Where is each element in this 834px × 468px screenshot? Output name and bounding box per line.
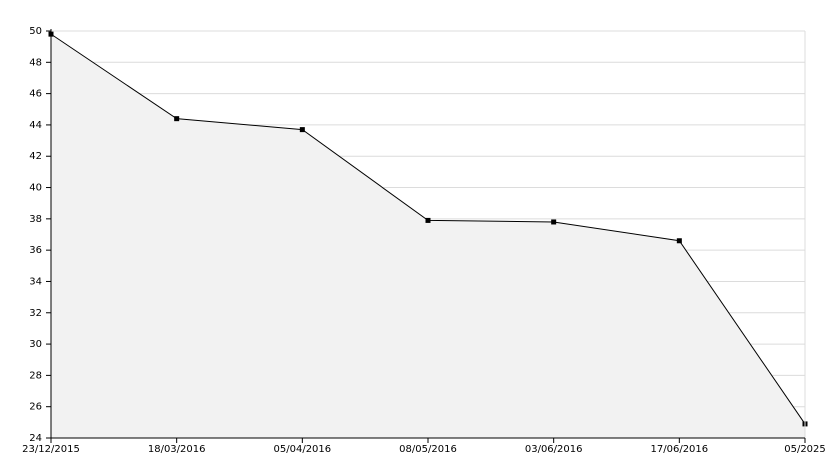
y-tick-label: 30 [29,339,42,350]
y-tick-label: 34 [29,276,42,287]
y-tick-label: 40 [29,183,42,194]
point [676,238,682,244]
x-tick-label: 08/05/2016 [399,444,457,455]
x-tick-label: 23/12/2015 [22,444,80,455]
area [51,34,805,438]
y-tick-label: 50 [29,26,42,37]
y-tick-label: 24 [29,433,42,444]
point [174,116,180,122]
x-tick-label: 03/06/2016 [525,444,583,455]
point [425,217,431,223]
y-tick-label: 28 [29,370,42,381]
point [299,127,305,133]
x-tick-label: 18/03/2016 [148,444,206,455]
y-tick-label: 42 [29,151,42,162]
x-tick-label: 17/06/2016 [651,444,709,455]
y-tick-label: 32 [29,308,42,319]
point [551,219,557,225]
y-tick-label: 36 [29,245,42,256]
y-tick-label: 38 [29,214,42,225]
x-tick-label: 05/04/2016 [274,444,332,455]
x-tick-label: 05/2025 [784,444,826,455]
y-tick-label: 46 [29,89,42,100]
y-tick-label: 26 [29,402,42,413]
y-tick-label: 44 [29,120,42,131]
y-tick-label: 48 [29,57,42,68]
